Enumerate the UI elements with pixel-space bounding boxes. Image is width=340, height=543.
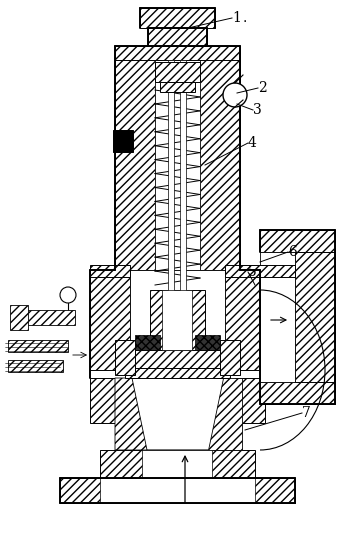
Bar	[260, 252, 295, 382]
Bar	[100, 450, 255, 478]
Bar	[115, 46, 240, 60]
Bar	[130, 350, 225, 368]
Bar	[165, 54, 190, 62]
Text: 1: 1	[232, 11, 241, 25]
Bar	[168, 60, 174, 310]
Bar	[20, 310, 75, 325]
Bar	[200, 55, 240, 270]
Bar	[115, 55, 155, 270]
Bar	[180, 60, 186, 310]
Text: .: .	[242, 11, 246, 25]
Bar	[125, 368, 230, 378]
Bar	[90, 265, 130, 277]
Bar	[220, 340, 240, 375]
Polygon shape	[208, 378, 242, 450]
Bar	[113, 130, 133, 152]
Bar	[10, 305, 28, 330]
Bar	[155, 55, 200, 270]
Text: 7: 7	[302, 406, 311, 420]
Bar	[260, 270, 295, 330]
Polygon shape	[115, 378, 147, 450]
Bar	[8, 340, 68, 352]
Bar	[130, 270, 225, 370]
Text: 5: 5	[248, 265, 257, 279]
Bar	[135, 335, 160, 350]
Bar	[60, 478, 295, 503]
Bar	[115, 340, 135, 375]
Polygon shape	[130, 378, 225, 450]
Bar	[150, 290, 205, 350]
Bar	[140, 8, 215, 28]
Bar	[148, 28, 207, 46]
Circle shape	[60, 287, 76, 303]
Bar	[195, 335, 220, 350]
Bar	[90, 378, 120, 423]
Bar	[295, 252, 335, 382]
Text: 2: 2	[258, 81, 267, 95]
Bar	[260, 230, 335, 252]
Bar	[235, 378, 265, 423]
Bar	[225, 265, 295, 277]
Bar	[155, 62, 200, 82]
Bar	[156, 46, 199, 54]
Bar	[260, 382, 335, 404]
Text: 6: 6	[288, 245, 297, 259]
Circle shape	[223, 83, 247, 107]
Text: 3: 3	[253, 103, 262, 117]
Bar	[142, 450, 212, 478]
Bar	[225, 270, 260, 370]
Bar	[90, 270, 130, 370]
Text: 4: 4	[248, 136, 257, 150]
Bar	[162, 290, 192, 350]
Bar	[8, 360, 63, 372]
Bar	[100, 478, 255, 503]
Bar	[160, 82, 195, 92]
